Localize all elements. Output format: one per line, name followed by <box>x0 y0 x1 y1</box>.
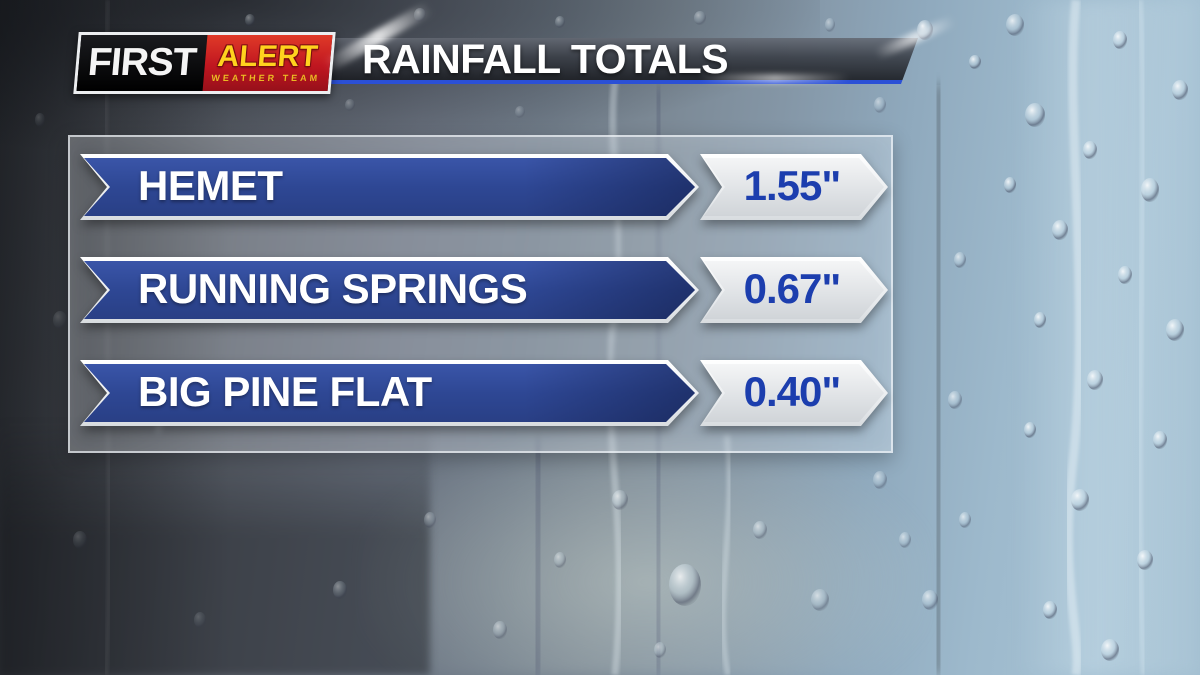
location-banner-fill <box>84 364 695 422</box>
rainfall-value: 1.55" <box>743 161 841 209</box>
value-badge: 0.67" <box>700 257 888 323</box>
rainfall-panel: HEMET 1.55" RUNNING SPRINGS 0. <box>68 135 893 453</box>
rainfall-row: HEMET 1.55" <box>80 154 888 220</box>
logo-subtitle: WEATHER TEAM <box>210 73 321 83</box>
location-label: HEMET <box>138 161 283 209</box>
rainfall-value: 0.40" <box>743 367 841 415</box>
value-badge: 1.55" <box>700 154 888 220</box>
location-banner-fill <box>84 158 695 216</box>
logo-alert-text: ALERT <box>216 40 320 73</box>
logo-first-text: FIRST <box>76 35 208 91</box>
location-label: RUNNING SPRINGS <box>138 264 528 312</box>
value-badge-fill <box>704 261 884 319</box>
first-alert-logo: FIRST ALERT WEATHER TEAM <box>73 32 336 94</box>
location-banner-fill <box>84 261 695 319</box>
droplets <box>35 8 1188 661</box>
value-badge: 0.40" <box>700 360 888 426</box>
rainfall-row: RUNNING SPRINGS 0.67" <box>80 257 888 323</box>
location-banner: HEMET <box>80 154 699 220</box>
value-badge-fill <box>704 158 884 216</box>
header: RAINFALL TOTALS FIRST ALERT WEATHER TEAM <box>73 32 918 94</box>
rainfall-row: BIG PINE FLAT 0.40" <box>80 360 888 426</box>
location-banner: BIG PINE FLAT <box>80 360 699 426</box>
value-badge-fill <box>704 364 884 422</box>
rainfall-value: 0.67" <box>743 264 841 312</box>
location-banner: RUNNING SPRINGS <box>80 257 699 323</box>
page-title: RAINFALL TOTALS <box>362 35 729 82</box>
location-label: BIG PINE FLAT <box>138 367 432 415</box>
logo-alert-box: ALERT WEATHER TEAM <box>202 35 332 91</box>
